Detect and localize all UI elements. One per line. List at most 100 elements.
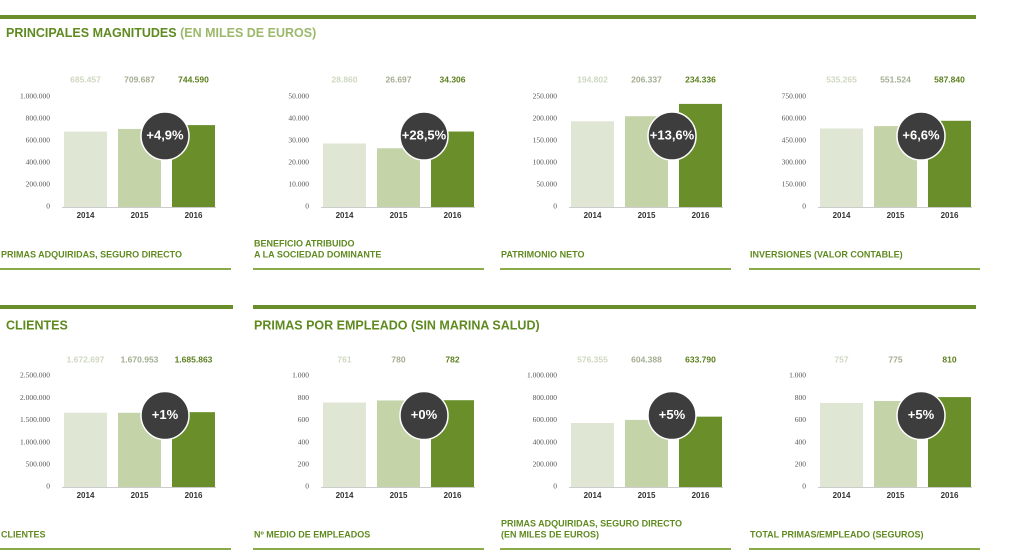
top-rule [0, 15, 976, 19]
y-tick-label: 40.000 [288, 114, 309, 123]
value-label: 194.802 [577, 74, 608, 84]
bar [571, 423, 614, 487]
value-label: 604.388 [631, 354, 662, 364]
bar [64, 131, 107, 207]
x-tick-label: 2014 [584, 491, 602, 500]
section-heading: CLIENTES [6, 318, 68, 332]
change-label: +0% [411, 407, 438, 422]
y-tick-label: 1.000.000 [20, 437, 50, 446]
y-tick-label: 600 [298, 415, 310, 424]
title-rule [253, 268, 484, 270]
x-tick-label: 2016 [444, 211, 462, 220]
change-badge [896, 390, 946, 441]
y-tick-label: 500.000 [26, 460, 51, 469]
value-label: 1.670.953 [121, 354, 159, 364]
change-label: +13,6% [650, 127, 695, 142]
value-label: 744.590 [178, 74, 209, 84]
value-label: 234.336 [685, 74, 716, 84]
x-tick-label: 2014 [77, 211, 95, 220]
value-label: 34.306 [440, 74, 466, 84]
chart-title: PRIMAS ADQUIRIDAS, SEGURO DIRECTO [501, 518, 682, 528]
y-tick-label: 1.500.000 [20, 415, 50, 424]
title-rule [749, 548, 980, 550]
value-label: 206.337 [631, 74, 662, 84]
value-label: 775 [888, 354, 902, 364]
x-tick-label: 2015 [638, 491, 656, 500]
y-tick-label: 2.000.000 [20, 393, 50, 402]
value-label: 757 [834, 354, 848, 364]
x-tick-label: 2016 [185, 491, 203, 500]
y-tick-label: 2.500.000 [20, 371, 50, 380]
x-tick-label: 2015 [390, 491, 408, 500]
bar [323, 402, 366, 487]
y-tick-label: 600.000 [533, 415, 558, 424]
x-tick-label: 2016 [185, 211, 203, 220]
value-label: 761 [337, 354, 351, 364]
x-tick-label: 2015 [887, 211, 905, 220]
title-rule [500, 548, 731, 550]
title-rule [500, 268, 731, 270]
value-label: 685.457 [70, 74, 101, 84]
x-tick-label: 2015 [638, 211, 656, 220]
y-tick-label: 0 [46, 482, 50, 491]
change-badge [140, 111, 190, 161]
y-tick-label: 750.000 [782, 92, 807, 101]
chart-title: Nº MEDIO DE EMPLEADOS [254, 529, 370, 539]
change-label: +6,6% [902, 127, 940, 142]
y-tick-label: 0 [305, 202, 309, 211]
x-tick-label: 2016 [941, 491, 959, 500]
bar [64, 412, 107, 487]
change-badge [399, 111, 449, 161]
y-tick-label: 400.000 [26, 158, 51, 167]
y-tick-label: 200 [298, 460, 310, 469]
change-badge [399, 390, 449, 441]
value-label: 810 [942, 354, 956, 364]
y-tick-label: 450.000 [782, 136, 807, 145]
y-tick-label: 600 [795, 415, 807, 424]
change-label: +1% [152, 407, 179, 422]
y-tick-label: 100.000 [533, 158, 558, 167]
value-label: 782 [445, 354, 459, 364]
y-tick-label: 400 [298, 437, 310, 446]
y-tick-label: 200 [795, 460, 807, 469]
y-tick-label: 30.000 [288, 136, 309, 145]
x-tick-label: 2015 [131, 211, 149, 220]
y-tick-label: 200.000 [533, 460, 558, 469]
value-label: 535.265 [826, 74, 857, 84]
y-tick-label: 150.000 [782, 180, 807, 189]
x-tick-label: 2015 [131, 491, 149, 500]
change-badge [896, 111, 946, 161]
y-tick-label: 0 [802, 202, 806, 211]
x-tick-label: 2014 [833, 211, 851, 220]
chart-title: (EN MILES DE EUROS) [501, 529, 599, 539]
title-rule [0, 268, 231, 270]
change-label: +4,9% [146, 127, 184, 142]
change-badge [647, 390, 697, 441]
x-tick-label: 2016 [692, 211, 710, 220]
y-tick-label: 0 [46, 202, 50, 211]
value-label: 1.672.697 [67, 354, 105, 364]
section-heading: PRIMAS POR EMPLEADO (SIN MARINA SALUD) [254, 318, 540, 332]
bar [571, 121, 614, 207]
value-label: 551.524 [880, 74, 911, 84]
bar [820, 128, 863, 207]
change-label: +5% [659, 407, 686, 422]
y-tick-label: 0 [553, 202, 557, 211]
y-tick-label: 800 [298, 393, 310, 402]
value-label: 26.697 [386, 74, 412, 84]
title-rule [253, 548, 484, 550]
x-tick-label: 2014 [833, 491, 851, 500]
x-tick-label: 2014 [336, 491, 354, 500]
y-tick-label: 1.000.000 [527, 371, 557, 380]
value-label: 709.687 [124, 74, 155, 84]
value-label: 633.790 [685, 354, 716, 364]
y-tick-label: 600.000 [782, 114, 807, 123]
y-tick-label: 200.000 [533, 114, 558, 123]
chart-title: PATRIMONIO NETO [501, 249, 585, 259]
section-rule [0, 305, 233, 309]
change-badge [647, 111, 697, 161]
y-tick-label: 0 [305, 482, 309, 491]
y-tick-label: 400 [795, 437, 807, 446]
x-tick-label: 2016 [941, 211, 959, 220]
